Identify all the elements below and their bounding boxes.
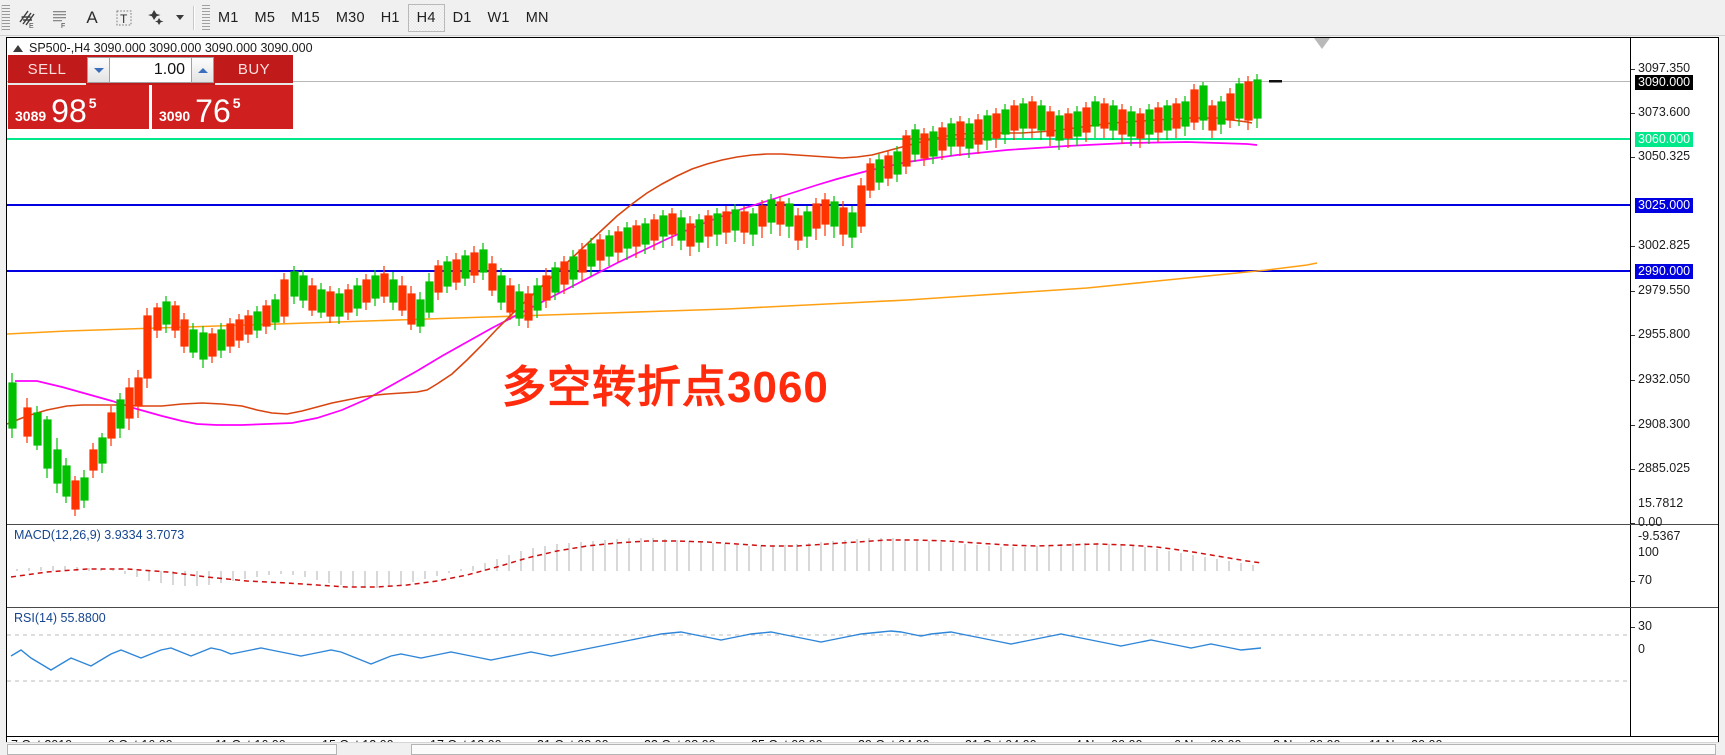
timeframe-d1[interactable]: D1 — [452, 9, 472, 26]
svg-text:T: T — [120, 12, 128, 26]
volume-increase-button[interactable] — [191, 57, 214, 83]
objects-icon[interactable] — [140, 3, 172, 33]
indicators-icon[interactable]: E — [12, 3, 44, 33]
svg-text:F: F — [61, 23, 65, 29]
bid-price-fraction: 5 — [88, 95, 97, 111]
caret-up-icon — [197, 67, 208, 73]
octp-controls-row: SELL 1.00 BUY — [8, 55, 293, 85]
one-click-trading-panel[interactable]: SELL 1.00 BUY 3089 98 5 3090 76 5 — [8, 55, 293, 129]
ask-price-button[interactable]: 3090 76 5 — [152, 85, 293, 129]
chart-annotation: 多空转折点3060 — [502, 363, 829, 412]
price-tick-current: 3090.000 — [1635, 75, 1694, 90]
timeframe-m5[interactable]: M5 — [254, 9, 276, 26]
ask-price-pips: 76 — [195, 92, 231, 129]
price-tick-3060: 3060.000 — [1635, 132, 1694, 147]
bid-price-pips: 98 — [51, 92, 87, 129]
text-tool-icon[interactable]: A — [86, 7, 98, 27]
svg-text:E: E — [29, 23, 34, 29]
sell-button[interactable]: SELL — [8, 55, 86, 85]
candlestick-svg — [7, 38, 1330, 516]
symbol-ohlc-text: SP500-,H4 3090.000 3090.000 3090.000 309… — [29, 41, 313, 55]
volume-input[interactable]: 1.00 — [110, 57, 191, 83]
rsi-tick-100: 100 — [1638, 545, 1659, 559]
hline-2990 — [7, 270, 1630, 272]
last-price-line — [7, 81, 1630, 82]
scrollbar-thumb-left[interactable] — [7, 744, 337, 755]
chevron-down-icon — [176, 15, 184, 20]
timeframe-h1[interactable]: H1 — [380, 9, 400, 26]
price-scale[interactable]: 3097.350 3090.000 3073.600 3060.000 3050… — [1630, 38, 1718, 736]
horizontal-scrollbar[interactable] — [6, 742, 1719, 755]
rsi-svg — [7, 630, 1630, 682]
price-plot[interactable]: 多空转折点3060 — [7, 38, 1630, 523]
timeframe-m15[interactable]: M15 — [291, 9, 320, 26]
objects-dropdown-caret[interactable] — [172, 3, 188, 33]
scroll-marker-triangle — [1314, 38, 1330, 49]
price-tick-2979: 2979.550 — [1638, 283, 1691, 297]
macd-tick-max: 15.7812 — [1638, 496, 1684, 510]
price-tick-2908: 2908.300 — [1638, 417, 1691, 431]
chart-area[interactable]: SP500-,H4 3090.000 3090.000 3090.000 309… — [6, 37, 1719, 737]
bid-price-button[interactable]: 3089 98 5 — [8, 85, 149, 129]
chart-grid-icon[interactable]: F — [44, 3, 76, 33]
price-tick-3097: 3097.350 — [1638, 61, 1691, 75]
hline-3060 — [7, 138, 1630, 140]
price-tick-3002: 3002.825 — [1638, 238, 1691, 252]
ask-price-integer: 3090 — [159, 108, 191, 124]
macd-tick-min: -9.5367 — [1638, 529, 1681, 543]
buy-button[interactable]: BUY — [215, 55, 293, 85]
price-tick-2885: 2885.025 — [1638, 461, 1691, 475]
ma-slow-line — [7, 262, 1318, 335]
timeframe-w1[interactable]: W1 — [487, 9, 510, 26]
macd-signal-line — [10, 539, 1263, 588]
macd-tick-zero: 0.00 — [1638, 515, 1663, 529]
text-label-icon[interactable]: T — [108, 3, 140, 33]
price-tick-3073: 3073.600 — [1638, 105, 1691, 119]
price-tick-2955: 2955.800 — [1638, 327, 1691, 341]
collapse-triangle-icon[interactable] — [13, 44, 23, 52]
toolbar-separator — [193, 5, 195, 30]
caret-down-icon — [93, 67, 104, 73]
rsi-tick-0: 0 — [1638, 642, 1645, 656]
macd-label: MACD(12,26,9) 3.9334 3.7073 — [14, 528, 185, 542]
timeframe-m1[interactable]: M1 — [218, 9, 239, 26]
volume-stepper[interactable]: 1.00 — [86, 55, 215, 85]
timeframe-bar-drag-handle[interactable] — [202, 4, 210, 31]
price-tick-3025: 3025.000 — [1635, 198, 1694, 213]
octp-price-row: 3089 98 5 3090 76 5 — [8, 85, 293, 129]
price-tick-2990: 2990.000 — [1635, 264, 1694, 279]
timeframe-mn[interactable]: MN — [525, 9, 549, 26]
axis-sep-macd — [1630, 524, 1718, 525]
volume-decrease-button[interactable] — [87, 57, 110, 83]
scrollbar-thumb-right[interactable] — [411, 744, 1716, 755]
ask-price-fraction: 5 — [232, 95, 241, 111]
bid-price-integer: 3089 — [15, 108, 47, 124]
timeframe-h4[interactable]: H4 — [407, 3, 445, 32]
price-tick-2932: 2932.050 — [1638, 372, 1691, 386]
axis-sep-rsi — [1630, 607, 1718, 608]
rsi-label: RSI(14) 55.8800 — [14, 611, 106, 625]
rsi-pane[interactable]: RSI(14) 55.8800 — [7, 607, 1630, 729]
toolbar: E F A T — [0, 0, 1725, 36]
macd-svg — [10, 538, 1263, 588]
rsi-tick-70: 70 — [1638, 573, 1652, 587]
macd-pane[interactable]: MACD(12,26,9) 3.9334 3.7073 — [7, 524, 1630, 605]
toolbar-drag-handle[interactable] — [1, 4, 10, 31]
rsi-tick-30: 30 — [1638, 619, 1652, 633]
last-tick-marker — [1269, 80, 1282, 83]
timeframe-m30[interactable]: M30 — [335, 9, 365, 26]
chart-symbol-info: SP500-,H4 3090.000 3090.000 3090.000 309… — [13, 41, 313, 55]
price-tick-3050: 3050.325 — [1638, 149, 1691, 163]
rsi-line — [10, 630, 1262, 671]
